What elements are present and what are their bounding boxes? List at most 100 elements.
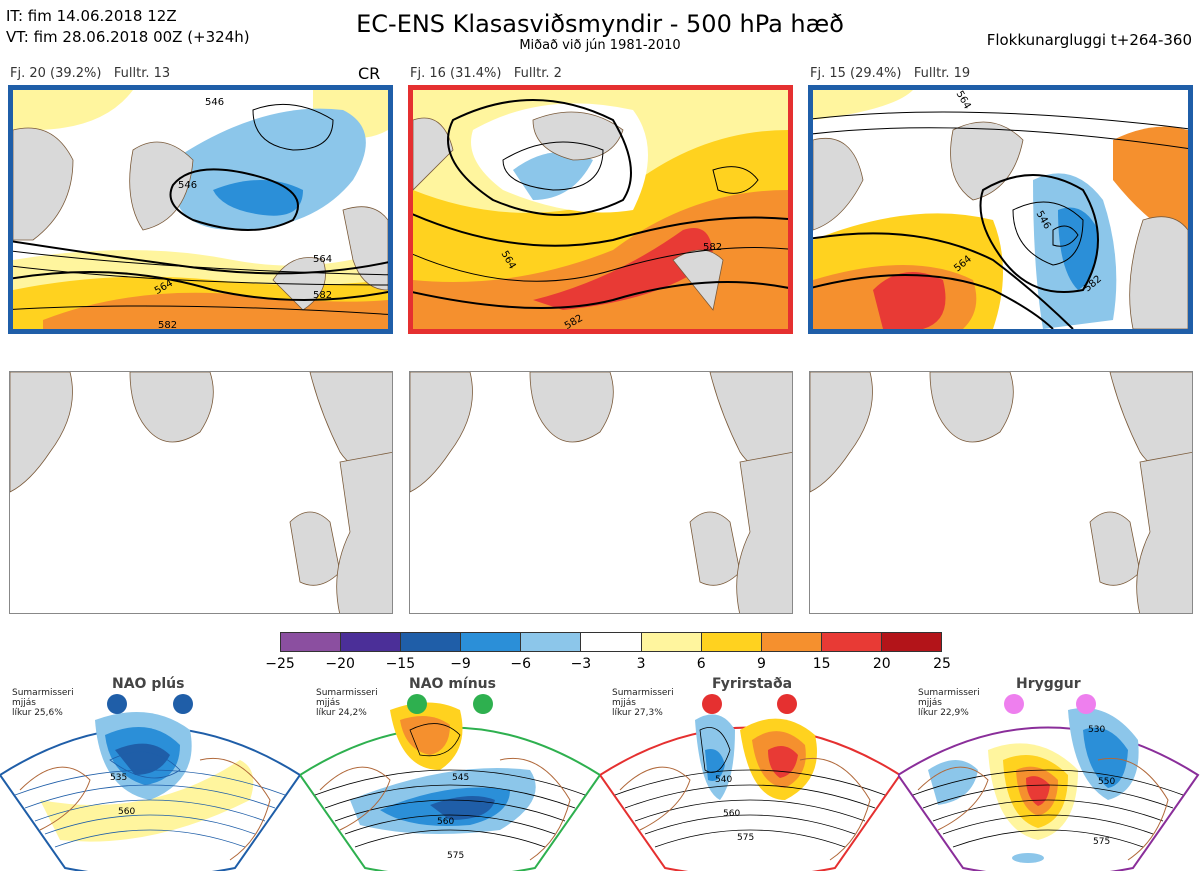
regime-2-dots xyxy=(407,694,493,714)
colorbar-tick-label: 25 xyxy=(933,656,951,672)
member-map-3-graphic xyxy=(810,372,1192,613)
regime-3-dot xyxy=(702,694,722,714)
cluster-1-contour-label: 564 xyxy=(313,254,332,265)
member-map-2-graphic xyxy=(410,372,792,613)
cluster-1-tag: CR xyxy=(358,64,381,83)
regime-3-title: Fyrirstaða xyxy=(712,676,793,692)
colorbar-tick-label: 6 xyxy=(696,656,706,672)
colorbar-tick-label: −3 xyxy=(570,656,592,672)
regime-1-dot xyxy=(173,694,193,714)
regime-3-contour-label: 560 xyxy=(723,809,740,819)
cluster-1-name: Fj. 20 (39.2%) xyxy=(10,66,102,81)
cluster-2-rep: Fulltr. 2 xyxy=(513,66,562,81)
cluster-1-contour-label: 546 xyxy=(205,97,224,108)
regime-4-map: 530 550 575 xyxy=(898,708,1200,871)
cluster-3-label: Fj. 15 (29.4%) Fulltr. 19 xyxy=(810,66,970,81)
regime-4-info: Sumarmisseri mjjás líkur 22,9% xyxy=(918,688,980,718)
header-info: IT: fim 14.06.2018 12Z VT: fim 28.06.201… xyxy=(6,6,250,48)
regime-3-prob: líkur 27,3% xyxy=(612,708,663,718)
regime-1-dot xyxy=(107,694,127,714)
page-title: EC-ENS Klasasviðsmyndir - 500 hPa hæð xyxy=(356,10,844,38)
colorbar-tick-label: −6 xyxy=(510,656,532,672)
regime-2-method: mjjás xyxy=(316,698,340,708)
regime-2-map: 545 560 575 xyxy=(300,702,602,871)
regime-2-dot xyxy=(407,694,427,714)
member-map-3 xyxy=(809,371,1193,614)
member-map-1 xyxy=(9,371,393,614)
regime-4-dot xyxy=(1004,694,1024,714)
regime-2-contour-label: 575 xyxy=(447,851,464,861)
anomaly-colorbar xyxy=(280,632,942,652)
colorbar-segment xyxy=(701,633,762,651)
colorbar-segment xyxy=(521,633,582,651)
regime-2-title: NAO mínus xyxy=(409,676,496,692)
colorbar-segment xyxy=(281,633,342,651)
regime-2-contour-label: 545 xyxy=(452,773,469,783)
regime-3-info: Sumarmisseri mjjás líkur 27,3% xyxy=(612,688,674,718)
regime-4-title: Hryggur xyxy=(1016,676,1081,692)
cluster-1-contour-label: 582 xyxy=(158,320,177,329)
regime-3-dots xyxy=(702,694,797,714)
regime-4-prob: líkur 22,9% xyxy=(918,708,969,718)
colorbar-tick-label: −15 xyxy=(385,656,416,672)
regime-3-dot xyxy=(777,694,797,714)
colorbar-tick-label: 9 xyxy=(756,656,766,672)
regime-1-map: 535 560 xyxy=(0,712,302,871)
cluster-2-map-graphic: 564 582 582 xyxy=(413,90,788,329)
regime-1-season: Sumarmisseri xyxy=(12,688,74,698)
colorbar-segment xyxy=(341,633,402,651)
colorbar-tick-label: −20 xyxy=(325,656,355,672)
regime-3-contour-label: 575 xyxy=(737,833,754,843)
regime-3-season: Sumarmisseri xyxy=(612,688,674,698)
cluster-3-map-graphic: 546 564 564 582 xyxy=(813,90,1188,329)
colorbar-segment xyxy=(461,633,522,651)
regime-4-dots xyxy=(1004,694,1096,714)
regime-1-dots xyxy=(107,694,193,714)
regime-4-contour-label: 575 xyxy=(1093,837,1110,847)
cluster-2-contour-label: 582 xyxy=(703,242,722,253)
colorbar-segment xyxy=(581,633,642,651)
regime-4-season: Sumarmisseri xyxy=(918,688,980,698)
regime-4-contour-label: 530 xyxy=(1088,725,1105,735)
colorbar-segment xyxy=(881,633,942,651)
colorbar-tick-label: −25 xyxy=(265,656,295,672)
colorbar-tick-label: 3 xyxy=(636,656,646,672)
cluster-1-map: 546 546 564 564 582 582 xyxy=(8,85,393,334)
regime-2-prob: líkur 24,2% xyxy=(316,708,367,718)
cluster-3-rep: Fulltr. 19 xyxy=(913,66,971,81)
colorbar-segment xyxy=(821,633,882,651)
member-map-1-graphic xyxy=(10,372,392,613)
regime-1-method: mjjás xyxy=(12,698,36,708)
cluster-1-label: Fj. 20 (39.2%) Fulltr. 13 xyxy=(10,66,170,81)
regime-4-dot xyxy=(1076,694,1096,714)
regime-4-method: mjjás xyxy=(918,698,942,708)
cluster-2-name: Fj. 16 (31.4%) xyxy=(410,66,502,81)
cluster-3-name: Fj. 15 (29.4%) xyxy=(810,66,902,81)
cluster-1-contour-label: 546 xyxy=(178,180,197,191)
colorbar-segment xyxy=(641,633,702,651)
colorbar-tick-label: −9 xyxy=(450,656,471,672)
cluster-1-rep: Fulltr. 13 xyxy=(113,66,171,81)
regime-1-prob: líkur 25,6% xyxy=(12,708,63,718)
member-map-2 xyxy=(409,371,793,614)
clustering-window: Flokkunargluggi t+264-360 xyxy=(986,31,1192,49)
cluster-1-contour-label: 582 xyxy=(313,290,332,301)
colorbar-tick-label: 15 xyxy=(812,656,831,672)
valid-time: VT: fim 28.06.2018 00Z (+324h) xyxy=(6,28,250,46)
regime-2-info: Sumarmisseri mjjás líkur 24,2% xyxy=(316,688,378,718)
regime-1-contour-label: 535 xyxy=(110,773,127,783)
regime-2-dot xyxy=(473,694,493,714)
cluster-2-map: 564 582 582 xyxy=(408,85,793,334)
colorbar-segment xyxy=(401,633,462,651)
regime-1-contour-label: 560 xyxy=(118,807,135,817)
regime-2-season: Sumarmisseri xyxy=(316,688,378,698)
regime-3-map: 540 560 575 xyxy=(600,714,902,871)
regime-1-title: NAO plús xyxy=(112,676,185,692)
cluster-2-label: Fj. 16 (31.4%) Fulltr. 2 xyxy=(410,66,562,81)
cluster-1-map-graphic: 546 546 564 564 582 582 xyxy=(13,90,388,329)
cluster-3-map: 546 564 564 582 xyxy=(808,85,1193,334)
page-subtitle: Miðað við jún 1981-2010 xyxy=(519,38,681,53)
regime-3-method: mjjás xyxy=(612,698,636,708)
colorbar-segment xyxy=(761,633,822,651)
regime-4-contour-label: 550 xyxy=(1098,777,1115,787)
